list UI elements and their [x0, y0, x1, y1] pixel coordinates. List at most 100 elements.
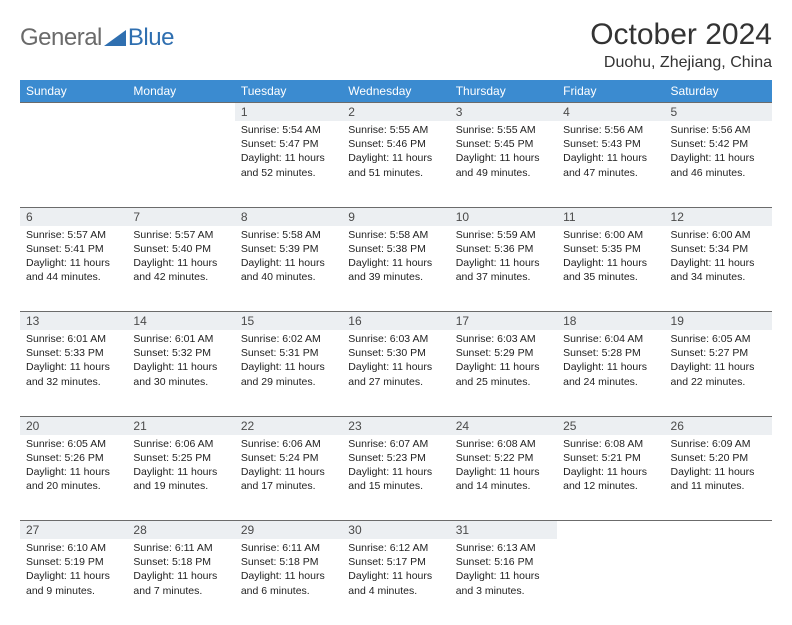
- brand-text-2: Blue: [128, 24, 174, 52]
- day-number-cell: 19: [665, 312, 772, 331]
- sunrise-text: Sunrise: 5:57 AM: [26, 228, 121, 242]
- day-number-cell: 24: [450, 416, 557, 435]
- sunrise-text: Sunrise: 6:10 AM: [26, 541, 121, 555]
- day-content-cell: Sunrise: 6:11 AMSunset: 5:18 PMDaylight:…: [127, 539, 234, 625]
- daynum-row: 12345: [20, 103, 772, 122]
- sunrise-text: Sunrise: 5:56 AM: [671, 123, 766, 137]
- day-content-cell: Sunrise: 6:06 AMSunset: 5:25 PMDaylight:…: [127, 435, 234, 521]
- content-row: Sunrise: 5:57 AMSunset: 5:41 PMDaylight:…: [20, 226, 772, 312]
- day-content-cell: [127, 121, 234, 207]
- day-content-cell: Sunrise: 6:05 AMSunset: 5:27 PMDaylight:…: [665, 330, 772, 416]
- day-content-cell: Sunrise: 6:12 AMSunset: 5:17 PMDaylight:…: [342, 539, 449, 625]
- sunset-text: Sunset: 5:16 PM: [456, 555, 551, 569]
- sunrise-text: Sunrise: 6:11 AM: [133, 541, 228, 555]
- day-number-cell: 5: [665, 103, 772, 122]
- sunset-text: Sunset: 5:36 PM: [456, 242, 551, 256]
- weekday-header: Tuesday: [235, 80, 342, 103]
- daylight-text: Daylight: 11 hours and 6 minutes.: [241, 569, 336, 597]
- content-row: Sunrise: 6:01 AMSunset: 5:33 PMDaylight:…: [20, 330, 772, 416]
- day-number-cell: 4: [557, 103, 664, 122]
- day-number-cell: 11: [557, 207, 664, 226]
- day-number-cell: 13: [20, 312, 127, 331]
- daylight-text: Daylight: 11 hours and 47 minutes.: [563, 151, 658, 179]
- header: General Blue October 2024 Duohu, Zhejian…: [20, 18, 772, 72]
- day-number-cell: 23: [342, 416, 449, 435]
- daynum-row: 20212223242526: [20, 416, 772, 435]
- day-content-cell: Sunrise: 5:54 AMSunset: 5:47 PMDaylight:…: [235, 121, 342, 207]
- sunset-text: Sunset: 5:28 PM: [563, 346, 658, 360]
- brand-triangle-icon: [104, 28, 126, 48]
- weekday-header-row: Sunday Monday Tuesday Wednesday Thursday…: [20, 80, 772, 103]
- daylight-text: Daylight: 11 hours and 34 minutes.: [671, 256, 766, 284]
- daylight-text: Daylight: 11 hours and 12 minutes.: [563, 465, 658, 493]
- sunset-text: Sunset: 5:41 PM: [26, 242, 121, 256]
- sunset-text: Sunset: 5:47 PM: [241, 137, 336, 151]
- sunset-text: Sunset: 5:19 PM: [26, 555, 121, 569]
- daylight-text: Daylight: 11 hours and 22 minutes.: [671, 360, 766, 388]
- sunrise-text: Sunrise: 5:56 AM: [563, 123, 658, 137]
- day-content-cell: [20, 121, 127, 207]
- sunrise-text: Sunrise: 5:59 AM: [456, 228, 551, 242]
- sunset-text: Sunset: 5:35 PM: [563, 242, 658, 256]
- daylight-text: Daylight: 11 hours and 3 minutes.: [456, 569, 551, 597]
- day-content-cell: Sunrise: 6:00 AMSunset: 5:35 PMDaylight:…: [557, 226, 664, 312]
- day-number-cell: [557, 521, 664, 540]
- sunset-text: Sunset: 5:27 PM: [671, 346, 766, 360]
- sunset-text: Sunset: 5:32 PM: [133, 346, 228, 360]
- day-number-cell: 7: [127, 207, 234, 226]
- day-number-cell: 31: [450, 521, 557, 540]
- daylight-text: Daylight: 11 hours and 30 minutes.: [133, 360, 228, 388]
- daylight-text: Daylight: 11 hours and 24 minutes.: [563, 360, 658, 388]
- day-number-cell: 15: [235, 312, 342, 331]
- day-content-cell: Sunrise: 6:02 AMSunset: 5:31 PMDaylight:…: [235, 330, 342, 416]
- sunset-text: Sunset: 5:31 PM: [241, 346, 336, 360]
- daylight-text: Daylight: 11 hours and 37 minutes.: [456, 256, 551, 284]
- day-content-cell: [665, 539, 772, 625]
- day-content-cell: Sunrise: 6:01 AMSunset: 5:32 PMDaylight:…: [127, 330, 234, 416]
- daylight-text: Daylight: 11 hours and 11 minutes.: [671, 465, 766, 493]
- sunset-text: Sunset: 5:18 PM: [133, 555, 228, 569]
- day-content-cell: Sunrise: 6:01 AMSunset: 5:33 PMDaylight:…: [20, 330, 127, 416]
- day-number-cell: [127, 103, 234, 122]
- daylight-text: Daylight: 11 hours and 51 minutes.: [348, 151, 443, 179]
- day-content-cell: Sunrise: 5:57 AMSunset: 5:40 PMDaylight:…: [127, 226, 234, 312]
- day-content-cell: Sunrise: 6:05 AMSunset: 5:26 PMDaylight:…: [20, 435, 127, 521]
- day-content-cell: Sunrise: 5:56 AMSunset: 5:42 PMDaylight:…: [665, 121, 772, 207]
- sunrise-text: Sunrise: 6:01 AM: [26, 332, 121, 346]
- day-content-cell: Sunrise: 6:03 AMSunset: 5:30 PMDaylight:…: [342, 330, 449, 416]
- sunset-text: Sunset: 5:21 PM: [563, 451, 658, 465]
- day-number-cell: 3: [450, 103, 557, 122]
- daylight-text: Daylight: 11 hours and 35 minutes.: [563, 256, 658, 284]
- day-content-cell: Sunrise: 5:56 AMSunset: 5:43 PMDaylight:…: [557, 121, 664, 207]
- sunset-text: Sunset: 5:46 PM: [348, 137, 443, 151]
- title-block: October 2024 Duohu, Zhejiang, China: [590, 18, 772, 72]
- daylight-text: Daylight: 11 hours and 9 minutes.: [26, 569, 121, 597]
- day-number-cell: 21: [127, 416, 234, 435]
- content-row: Sunrise: 5:54 AMSunset: 5:47 PMDaylight:…: [20, 121, 772, 207]
- daylight-text: Daylight: 11 hours and 14 minutes.: [456, 465, 551, 493]
- sunrise-text: Sunrise: 5:55 AM: [348, 123, 443, 137]
- day-content-cell: Sunrise: 6:10 AMSunset: 5:19 PMDaylight:…: [20, 539, 127, 625]
- sunrise-text: Sunrise: 6:11 AM: [241, 541, 336, 555]
- daylight-text: Daylight: 11 hours and 52 minutes.: [241, 151, 336, 179]
- sunset-text: Sunset: 5:42 PM: [671, 137, 766, 151]
- calendar-body: 12345Sunrise: 5:54 AMSunset: 5:47 PMDayl…: [20, 103, 772, 625]
- sunrise-text: Sunrise: 6:05 AM: [671, 332, 766, 346]
- sunset-text: Sunset: 5:43 PM: [563, 137, 658, 151]
- sunrise-text: Sunrise: 6:05 AM: [26, 437, 121, 451]
- sunset-text: Sunset: 5:45 PM: [456, 137, 551, 151]
- sunset-text: Sunset: 5:40 PM: [133, 242, 228, 256]
- day-content-cell: Sunrise: 5:57 AMSunset: 5:41 PMDaylight:…: [20, 226, 127, 312]
- day-content-cell: Sunrise: 5:58 AMSunset: 5:38 PMDaylight:…: [342, 226, 449, 312]
- daylight-text: Daylight: 11 hours and 17 minutes.: [241, 465, 336, 493]
- sunrise-text: Sunrise: 6:00 AM: [671, 228, 766, 242]
- sunrise-text: Sunrise: 5:57 AM: [133, 228, 228, 242]
- daylight-text: Daylight: 11 hours and 40 minutes.: [241, 256, 336, 284]
- daylight-text: Daylight: 11 hours and 46 minutes.: [671, 151, 766, 179]
- sunrise-text: Sunrise: 6:13 AM: [456, 541, 551, 555]
- sunrise-text: Sunrise: 6:04 AM: [563, 332, 658, 346]
- day-content-cell: Sunrise: 5:55 AMSunset: 5:45 PMDaylight:…: [450, 121, 557, 207]
- daynum-row: 2728293031: [20, 521, 772, 540]
- sunrise-text: Sunrise: 6:06 AM: [133, 437, 228, 451]
- day-content-cell: Sunrise: 5:58 AMSunset: 5:39 PMDaylight:…: [235, 226, 342, 312]
